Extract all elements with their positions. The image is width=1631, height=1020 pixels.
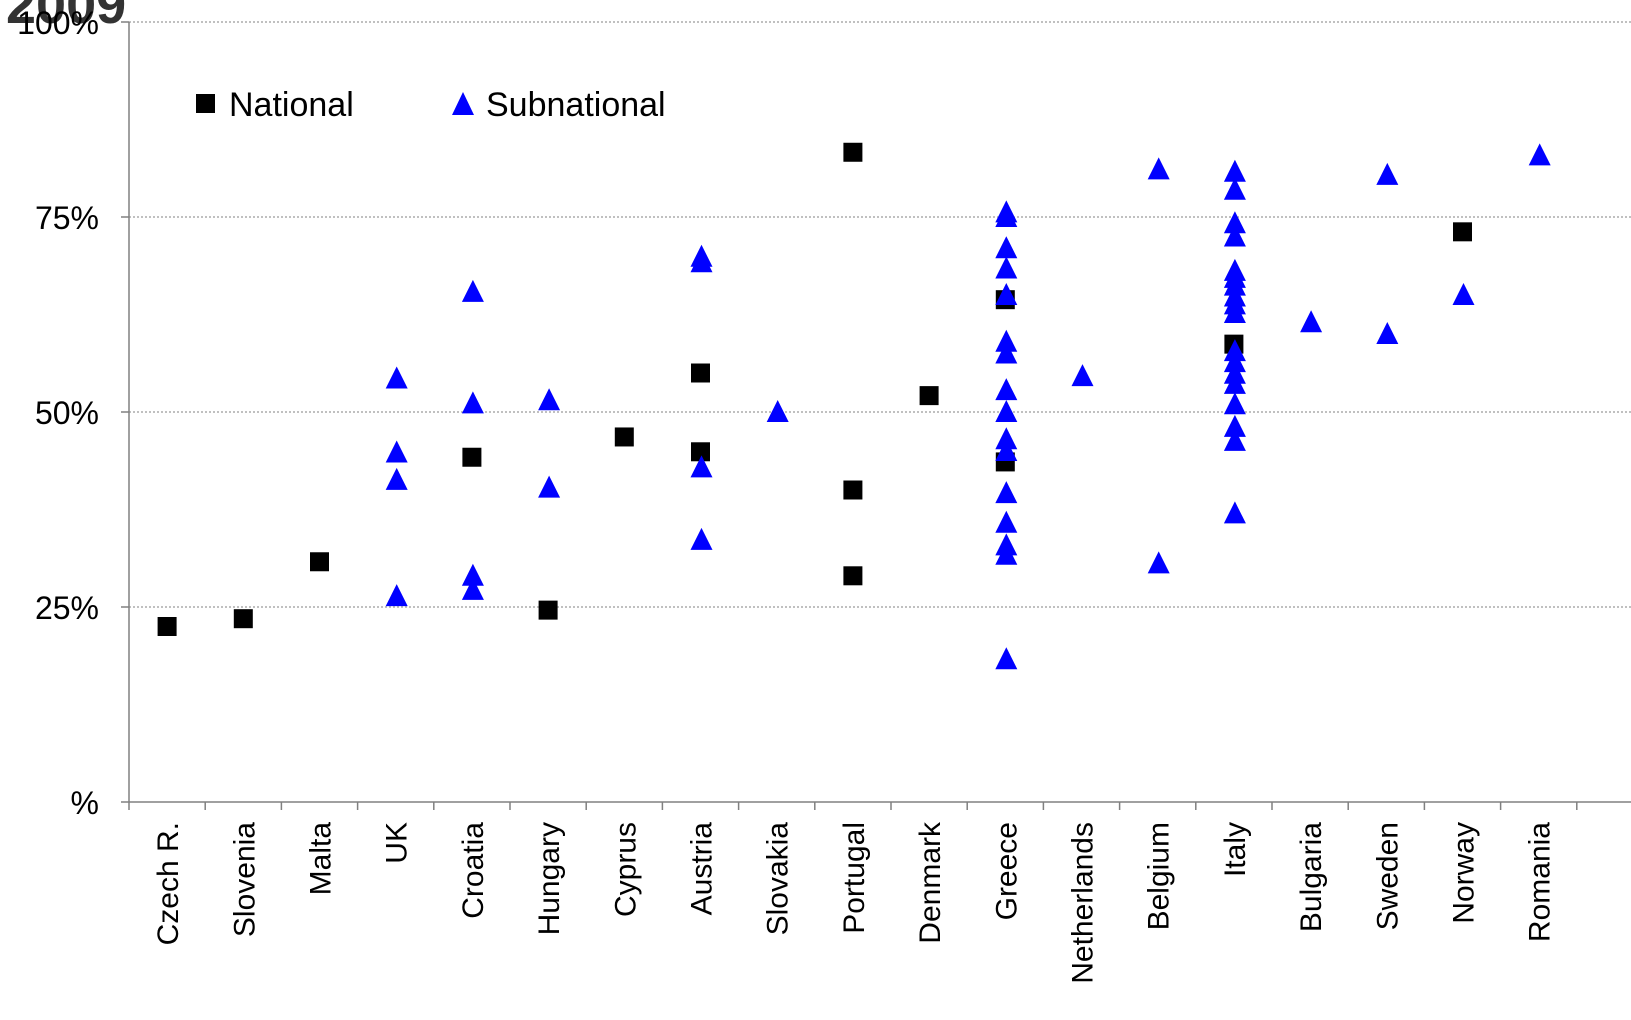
x-tick-label: Denmark bbox=[914, 821, 947, 944]
axes bbox=[121, 21, 1631, 810]
subnational-point bbox=[995, 283, 1018, 305]
subnational-point bbox=[1147, 551, 1170, 574]
national-point bbox=[691, 363, 710, 383]
subnational-point bbox=[690, 455, 713, 478]
subnational-point bbox=[995, 236, 1018, 259]
national-point bbox=[843, 480, 863, 500]
subnational-point bbox=[995, 205, 1018, 227]
page-title: 2009 bbox=[6, 0, 127, 35]
y-tick-label: 100% bbox=[17, 5, 99, 41]
subnational-point bbox=[461, 279, 484, 302]
subnational-point bbox=[538, 388, 561, 411]
y-tick-label: % bbox=[71, 785, 99, 821]
subnational-point bbox=[995, 256, 1018, 279]
subnational-point bbox=[538, 475, 561, 498]
national-point bbox=[919, 386, 939, 406]
subnational-point bbox=[1376, 162, 1399, 185]
subnational-point bbox=[1376, 322, 1399, 344]
national-point bbox=[462, 447, 482, 467]
subnational-point bbox=[995, 647, 1018, 670]
subnational-point bbox=[1223, 371, 1246, 394]
subnational-point bbox=[1223, 392, 1246, 415]
subnational-point bbox=[995, 329, 1018, 352]
national-point bbox=[233, 609, 253, 629]
y-tick-label: 75% bbox=[35, 200, 99, 236]
x-tick-label: Slovakia bbox=[762, 822, 795, 936]
subnational-point bbox=[995, 481, 1018, 504]
subnational-point bbox=[1071, 364, 1094, 387]
subnational-point bbox=[1223, 300, 1246, 323]
x-tick-label: Portugal bbox=[838, 822, 871, 934]
subnational-point bbox=[1147, 157, 1170, 180]
x-tick-label: Cyprus bbox=[609, 822, 642, 917]
subnational-point bbox=[995, 542, 1018, 565]
x-tick-label: Belgium bbox=[1143, 822, 1176, 930]
subnational-point bbox=[690, 527, 713, 550]
subnational-point bbox=[1223, 414, 1246, 437]
subnational-point bbox=[1528, 143, 1551, 166]
x-tick-label: Sweden bbox=[1371, 822, 1404, 930]
x-tick-label: Romania bbox=[1524, 822, 1557, 942]
subnational-point bbox=[766, 400, 789, 422]
subnational-point bbox=[995, 427, 1018, 450]
subnational-point bbox=[1223, 350, 1246, 373]
y-tick-label: 50% bbox=[35, 395, 99, 431]
subnational-point bbox=[461, 577, 484, 600]
y-tick-label: 25% bbox=[35, 590, 99, 626]
x-tick-label: Bulgaria bbox=[1295, 822, 1328, 932]
national-point bbox=[843, 566, 863, 586]
subnational-point bbox=[385, 584, 408, 607]
legend-national-label: National bbox=[229, 86, 354, 124]
subnational-point bbox=[1300, 310, 1323, 333]
x-tick-label: Greece bbox=[990, 822, 1023, 920]
subnational-point bbox=[385, 467, 408, 490]
x-tick-label: Malta bbox=[305, 822, 338, 896]
subnational-point bbox=[385, 440, 408, 463]
legend-subnational-label: Subnational bbox=[486, 86, 666, 124]
subnational-point bbox=[690, 250, 713, 273]
national-point bbox=[691, 442, 710, 462]
national-point bbox=[1453, 222, 1472, 242]
subnational-point bbox=[461, 563, 484, 586]
subnational-point bbox=[1223, 159, 1246, 182]
subnational-series bbox=[385, 143, 1551, 670]
subnational-point bbox=[995, 341, 1018, 364]
gridlines bbox=[129, 21, 1631, 608]
subnational-point bbox=[385, 366, 408, 389]
national-point bbox=[157, 617, 177, 636]
subnational-point bbox=[995, 439, 1018, 461]
y-axis-tick-labels: % 25% 50% 75% 100% bbox=[17, 5, 99, 821]
legend-national-marker bbox=[196, 94, 215, 113]
x-tick-label: Netherlands bbox=[1067, 822, 1100, 984]
x-tick-label: UK bbox=[381, 822, 414, 864]
subnational-point bbox=[1223, 428, 1246, 451]
subnational-point bbox=[1223, 224, 1246, 247]
national-point bbox=[614, 427, 634, 447]
x-tick-label: Czech R. bbox=[152, 822, 185, 945]
subnational-point bbox=[1223, 211, 1246, 234]
x-axis-tick-labels: Czech R. Slovenia Malta UK Croatia Hungary Cyp… bbox=[152, 821, 1557, 984]
subnational-point bbox=[1223, 177, 1246, 200]
legend-subnational-marker bbox=[452, 92, 474, 115]
x-tick-label: Italy bbox=[1219, 822, 1252, 877]
subnational-point bbox=[461, 391, 484, 414]
subnational-point bbox=[995, 378, 1018, 401]
x-tick-label: Austria bbox=[686, 822, 719, 916]
national-point bbox=[843, 142, 863, 162]
subnational-point bbox=[1223, 501, 1246, 524]
subnational-point bbox=[995, 510, 1018, 533]
national-point bbox=[310, 552, 329, 572]
subnational-point bbox=[1452, 283, 1475, 305]
x-tick-label: Slovenia bbox=[228, 822, 261, 937]
legend: National Subnational bbox=[196, 86, 666, 124]
national-point bbox=[538, 600, 558, 620]
x-tick-label: Norway bbox=[1448, 822, 1481, 924]
x-tick-label: Hungary bbox=[533, 822, 566, 935]
x-tick-label: Croatia bbox=[457, 822, 490, 919]
subnational-point bbox=[995, 400, 1018, 422]
